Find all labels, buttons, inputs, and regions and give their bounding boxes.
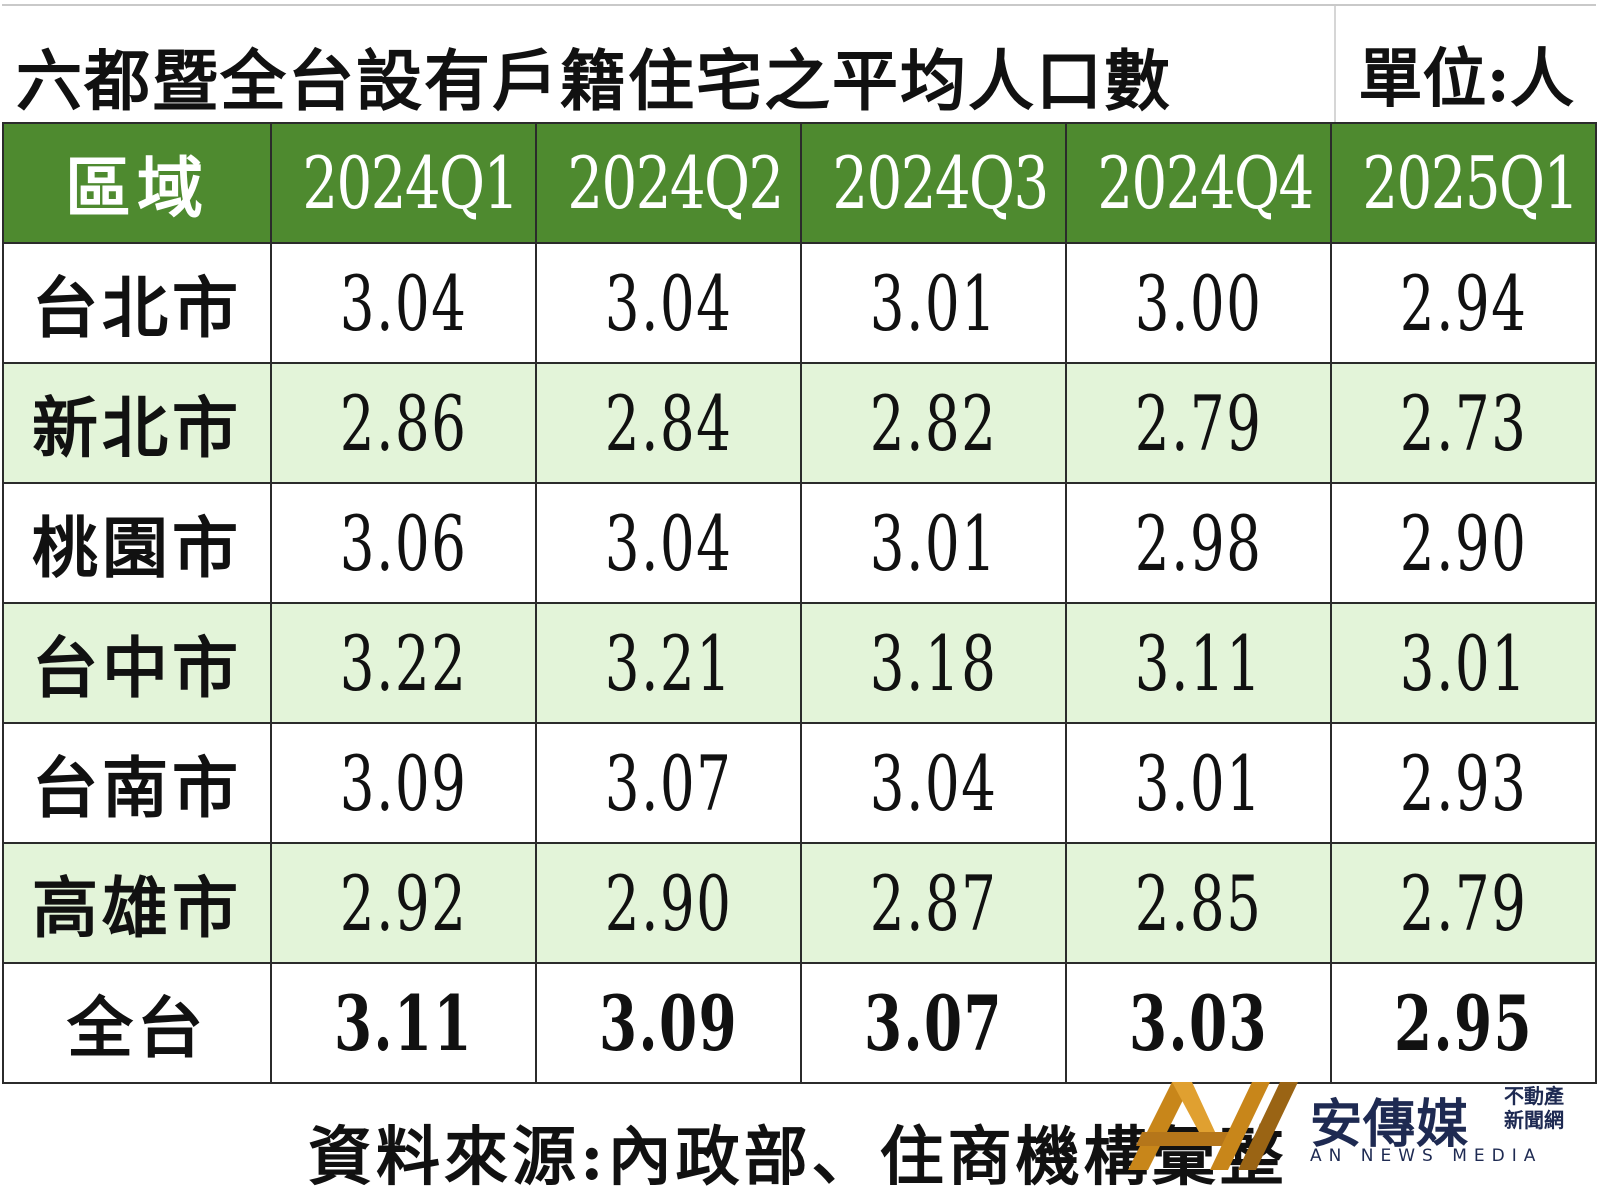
value-cell: 3.06 [270,482,537,604]
header-period: 2024Q1 [270,122,537,244]
footer: 資料來源:內政部、住商機構彙整 [2,1086,1596,1196]
value-cell: 2.90 [1330,482,1597,604]
table-row-total: 全台 3.11 3.09 3.07 3.03 2.95 [2,962,1597,1084]
header-period: 2024Q4 [1065,122,1332,244]
header-period: 2024Q3 [800,122,1067,244]
value-cell: 3.01 [1330,602,1597,724]
value-cell: 2.86 [270,362,537,484]
value-cell: 3.01 [800,482,1067,604]
header-row: 區域 2024Q1 2024Q2 2024Q3 2024Q4 2025Q1 [2,122,1597,244]
value-cell: 2.87 [800,842,1067,964]
value-cell: 3.18 [800,602,1067,724]
region-cell: 桃園市 [2,482,272,604]
value-cell: 2.93 [1330,722,1597,844]
table-row: 高雄市 2.92 2.90 2.87 2.85 2.79 [2,842,1597,964]
brand-logo: 安傳媒 不動產 新聞網 AN NEWS MEDIA [1120,1074,1590,1174]
table-row: 新北市 2.86 2.84 2.82 2.79 2.73 [2,362,1597,484]
region-cell: 台北市 [2,242,272,364]
logo-english: AN NEWS MEDIA [1310,1146,1543,1166]
value-cell: 3.11 [270,962,537,1084]
value-cell: 2.98 [1065,482,1332,604]
data-table: 區域 2024Q1 2024Q2 2024Q3 2024Q4 2025Q1 台北… [2,122,1597,1084]
value-cell: 3.11 [1065,602,1332,724]
value-cell: 3.07 [535,722,802,844]
value-cell: 3.01 [1065,722,1332,844]
value-cell: 2.79 [1065,362,1332,484]
value-cell: 3.09 [270,722,537,844]
value-cell: 3.00 [1065,242,1332,364]
value-cell: 2.73 [1330,362,1597,484]
value-cell: 2.92 [270,842,537,964]
value-cell: 2.85 [1065,842,1332,964]
source-note: 資料來源:內政部、住商機構彙整 [308,1120,1288,1195]
region-cell: 高雄市 [2,842,272,964]
table-row: 台中市 3.22 3.21 3.18 3.11 3.01 [2,602,1597,724]
region-cell: 全台 [2,962,272,1084]
table-row: 台南市 3.09 3.07 3.04 3.01 2.93 [2,722,1597,844]
header-period: 2024Q2 [535,122,802,244]
value-cell: 3.22 [270,602,537,724]
value-cell: 3.03 [1065,962,1332,1084]
unit-cell: 單位:人 [1334,6,1598,122]
region-cell: 台南市 [2,722,272,844]
region-cell: 台中市 [2,602,272,724]
logo-mark-icon [1128,1082,1298,1170]
logo-name: 安傳媒 [1310,1095,1470,1155]
value-cell: 3.01 [800,242,1067,364]
value-cell: 3.09 [535,962,802,1084]
title-bar: 六都暨全台設有戶籍住宅之平均人口數 單位:人 [2,4,1596,122]
header-period: 2025Q1 [1330,122,1597,244]
infographic: 六都暨全台設有戶籍住宅之平均人口數 單位:人 區域 2024Q1 2024Q2 … [2,4,1597,1196]
region-cell: 新北市 [2,362,272,484]
logo-subtitle: 不動產 新聞網 [1504,1084,1564,1132]
unit-label: 單位:人 [1358,42,1574,117]
value-cell: 3.07 [800,962,1067,1084]
value-cell: 3.21 [535,602,802,724]
value-cell: 3.04 [535,482,802,604]
value-cell: 2.90 [535,842,802,964]
value-cell: 2.79 [1330,842,1597,964]
value-cell: 2.95 [1330,962,1597,1084]
value-cell: 2.82 [800,362,1067,484]
value-cell: 2.84 [535,362,802,484]
value-cell: 3.04 [270,242,537,364]
header-region: 區域 [2,122,272,244]
value-cell: 2.94 [1330,242,1597,364]
table-row: 台北市 3.04 3.04 3.01 3.00 2.94 [2,242,1597,364]
value-cell: 3.04 [800,722,1067,844]
value-cell: 3.04 [535,242,802,364]
page-title: 六都暨全台設有戶籍住宅之平均人口數 [16,42,1172,120]
table-row: 桃園市 3.06 3.04 3.01 2.98 2.90 [2,482,1597,604]
